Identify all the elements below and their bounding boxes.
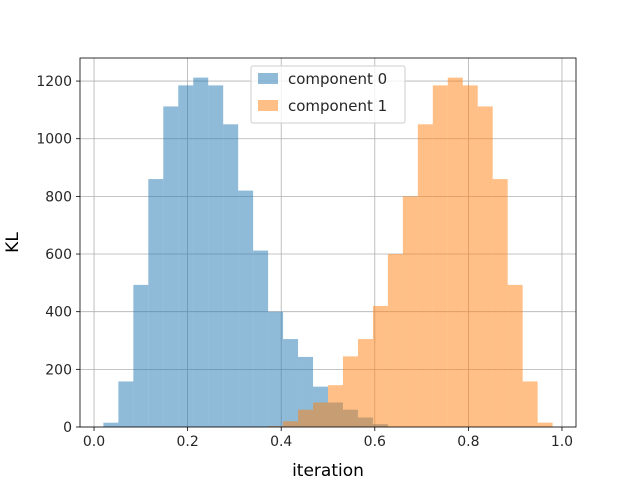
histogram-bar-component-1 bbox=[357, 339, 373, 427]
legend-box bbox=[250, 65, 406, 124]
histogram-bar-component-0 bbox=[208, 85, 224, 427]
histogram-bar-component-0 bbox=[148, 179, 164, 427]
histogram-bar-component-1 bbox=[417, 124, 433, 427]
histogram-bar-component-1 bbox=[507, 284, 523, 427]
histogram-bar-component-1 bbox=[462, 85, 478, 427]
histogram-bar-component-1 bbox=[477, 106, 493, 428]
histogram-bar-component-0 bbox=[178, 85, 194, 427]
histogram-bar-component-1 bbox=[372, 305, 388, 427]
legend-label-component-0: component 0 bbox=[288, 70, 387, 88]
x-tick-label: 1.0 bbox=[551, 434, 573, 450]
legend: component 0 component 1 bbox=[250, 65, 406, 124]
histogram-bar-component-1 bbox=[492, 179, 508, 427]
histogram-bar-component-0 bbox=[238, 190, 254, 427]
histogram-bar-component-0 bbox=[283, 339, 299, 427]
legend-label-component-1: component 1 bbox=[288, 97, 387, 115]
histogram-bar-component-0 bbox=[133, 284, 149, 427]
histogram-bar-component-1 bbox=[313, 402, 328, 427]
y-tick-label: 400 bbox=[45, 305, 72, 321]
y-axis-label: KL bbox=[3, 232, 23, 253]
y-tick-label: 0 bbox=[63, 420, 72, 436]
histogram-bar-component-1 bbox=[387, 254, 403, 427]
histogram-bar-component-1 bbox=[537, 422, 553, 427]
y-tick-label: 600 bbox=[45, 247, 72, 263]
legend-swatch-component-1 bbox=[258, 100, 278, 111]
x-axis-label: iteration bbox=[292, 461, 364, 480]
plot-frame bbox=[79, 57, 577, 428]
histogram-bar-component-1 bbox=[298, 409, 314, 427]
histogram-bar-component-0 bbox=[163, 106, 179, 428]
legend-swatch-component-0 bbox=[258, 73, 278, 84]
histogram-bar-component-0 bbox=[253, 250, 269, 427]
x-tick-label: 0.6 bbox=[364, 434, 386, 450]
histogram-bar-component-0 bbox=[103, 422, 119, 427]
histogram-bar-component-1 bbox=[522, 381, 538, 427]
histogram-bar-component-0 bbox=[268, 311, 284, 427]
histogram-bar-component-1 bbox=[432, 85, 448, 427]
histogram-bar-component-0 bbox=[118, 381, 134, 427]
ticks-layer: 0.0 0.2 0.4 0.6 0.8 1.0 0 200 400 600 800 1000 1200 bbox=[36, 74, 573, 450]
histogram-bar-component-1 bbox=[342, 356, 358, 427]
x-tick-label: 0.2 bbox=[176, 434, 198, 450]
histogram-bar-component-1 bbox=[402, 196, 418, 427]
y-tick-label: 1000 bbox=[36, 132, 72, 148]
histogram-bar-component-1 bbox=[447, 77, 463, 428]
x-tick-label: 0.0 bbox=[83, 434, 105, 450]
histogram-bar-component-1 bbox=[283, 421, 299, 427]
bars-layer bbox=[103, 77, 553, 428]
histogram-bar-component-1 bbox=[328, 385, 343, 427]
histogram-bar-component-0 bbox=[193, 77, 209, 428]
histogram-bar-component-0 bbox=[298, 356, 314, 427]
y-tick-label: 1200 bbox=[36, 74, 72, 90]
histogram-bar-component-1 bbox=[268, 426, 284, 427]
y-tick-label: 200 bbox=[45, 362, 72, 378]
x-tick-label: 0.8 bbox=[457, 434, 479, 450]
x-tick-label: 0.4 bbox=[270, 434, 292, 450]
histogram-bar-component-0 bbox=[223, 124, 239, 427]
y-tick-label: 800 bbox=[45, 189, 72, 205]
